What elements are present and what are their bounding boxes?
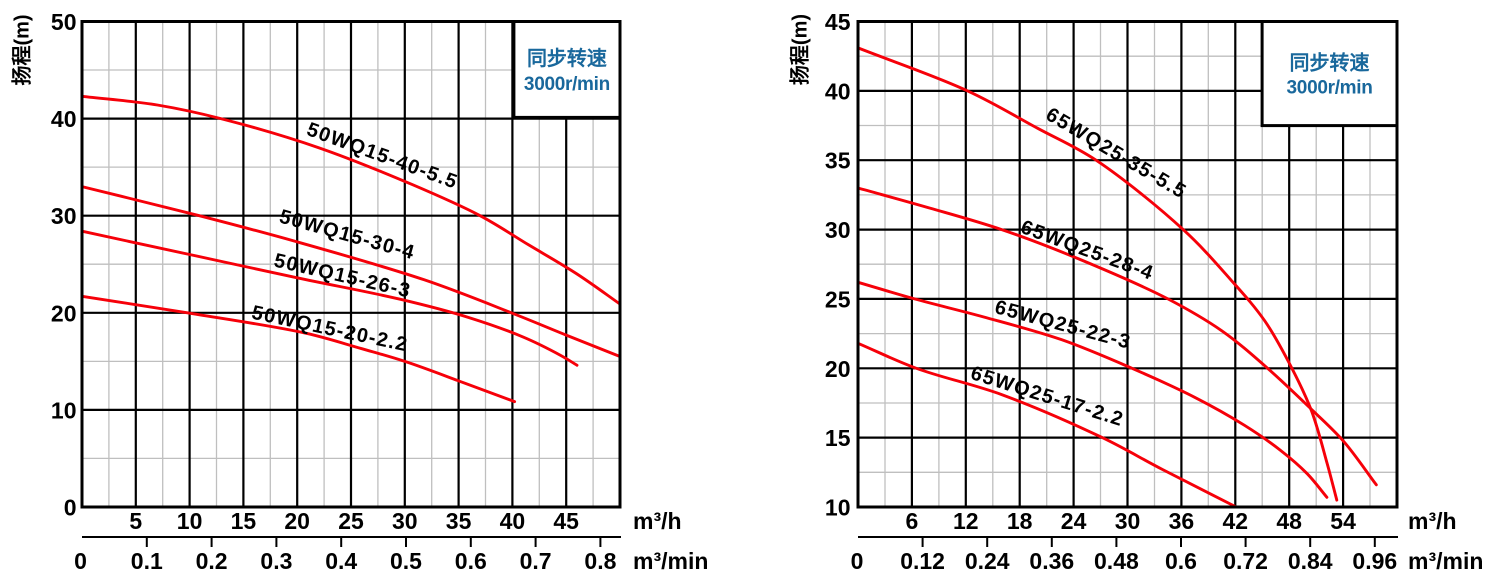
svg-text:35: 35: [446, 508, 472, 534]
svg-text:40: 40: [51, 106, 77, 132]
svg-text:扬程(m): 扬程(m): [11, 14, 34, 85]
svg-text:6: 6: [906, 508, 919, 534]
svg-text:0.5: 0.5: [390, 548, 422, 574]
svg-text:18: 18: [1007, 508, 1033, 534]
svg-text:扬程(m): 扬程(m): [789, 14, 812, 85]
svg-text:同步转速: 同步转速: [527, 46, 607, 70]
svg-text:0: 0: [64, 495, 77, 521]
svg-text:3000r/min: 3000r/min: [1287, 78, 1373, 99]
svg-text:m³/min: m³/min: [633, 548, 708, 574]
svg-text:45: 45: [553, 508, 579, 534]
svg-text:0.1: 0.1: [131, 548, 163, 574]
svg-text:m³/h: m³/h: [633, 508, 682, 534]
svg-text:0.36: 0.36: [1029, 548, 1074, 574]
svg-text:40: 40: [825, 78, 851, 104]
svg-text:0.7: 0.7: [520, 548, 552, 574]
svg-text:42: 42: [1223, 508, 1249, 534]
svg-text:10: 10: [825, 495, 851, 521]
svg-text:0.96: 0.96: [1352, 548, 1397, 574]
svg-text:0.12: 0.12: [900, 548, 945, 574]
svg-text:20: 20: [51, 300, 77, 326]
svg-text:25: 25: [338, 508, 364, 534]
svg-text:24: 24: [1061, 508, 1087, 534]
svg-text:30: 30: [51, 203, 77, 229]
svg-text:0: 0: [74, 548, 87, 574]
svg-text:0.48: 0.48: [1094, 548, 1139, 574]
svg-text:36: 36: [1169, 508, 1195, 534]
svg-text:12: 12: [953, 508, 979, 534]
svg-text:10: 10: [177, 508, 203, 534]
svg-text:m³/h: m³/h: [1408, 508, 1457, 534]
svg-text:5: 5: [129, 508, 142, 534]
svg-text:0.84: 0.84: [1288, 548, 1333, 574]
svg-text:50: 50: [51, 9, 77, 35]
svg-text:3000r/min: 3000r/min: [524, 74, 610, 95]
svg-text:0.24: 0.24: [965, 548, 1010, 574]
svg-text:15: 15: [825, 425, 851, 451]
svg-text:30: 30: [825, 217, 851, 243]
svg-text:15: 15: [231, 508, 257, 534]
svg-text:同步转速: 同步转速: [1290, 51, 1370, 75]
svg-text:0.8: 0.8: [584, 548, 616, 574]
svg-text:0: 0: [851, 548, 864, 574]
svg-text:m³/min: m³/min: [1408, 548, 1483, 574]
svg-text:10: 10: [51, 397, 77, 423]
svg-text:0.2: 0.2: [196, 548, 228, 574]
svg-text:0.6: 0.6: [1165, 548, 1197, 574]
svg-text:48: 48: [1276, 508, 1302, 534]
svg-text:45: 45: [825, 9, 851, 35]
svg-text:0.6: 0.6: [455, 548, 487, 574]
svg-text:0.72: 0.72: [1223, 548, 1268, 574]
svg-text:30: 30: [1115, 508, 1141, 534]
svg-text:25: 25: [825, 286, 851, 312]
svg-text:35: 35: [825, 148, 851, 174]
svg-text:20: 20: [825, 356, 851, 382]
svg-text:54: 54: [1330, 508, 1356, 534]
svg-text:40: 40: [500, 508, 526, 534]
svg-text:30: 30: [392, 508, 418, 534]
svg-text:0.4: 0.4: [325, 548, 357, 574]
svg-text:0.3: 0.3: [260, 548, 292, 574]
svg-text:20: 20: [284, 508, 310, 534]
